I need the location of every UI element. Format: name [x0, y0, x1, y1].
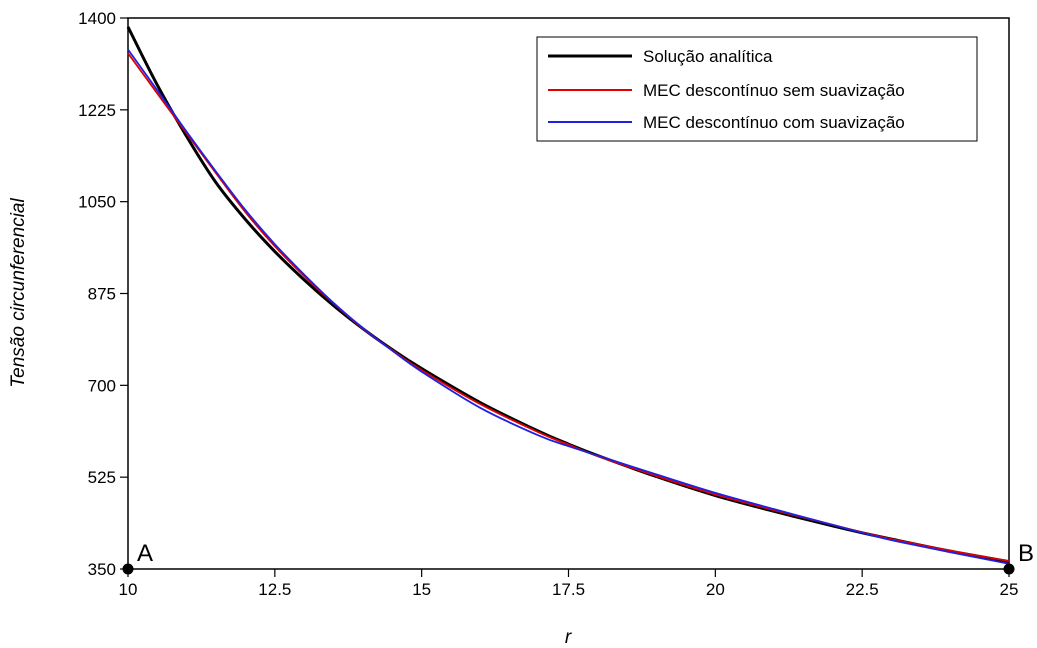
x-tick-label: 10	[119, 580, 138, 599]
y-tick-label: 700	[88, 376, 116, 395]
x-tick-label: 25	[1000, 580, 1019, 599]
y-tick-label: 875	[88, 285, 116, 304]
point-marker-b	[1003, 563, 1015, 575]
x-axis-title: r	[565, 627, 572, 648]
series-line-com-suavizacao	[127, 48, 1010, 565]
y-tick-label: 350	[88, 560, 116, 579]
x-axis-ticks: 10 12.5 15 17.5 20 22.5 25	[119, 569, 1019, 599]
y-tick-label: 525	[88, 468, 116, 487]
point-label-b: B	[1018, 540, 1034, 567]
y-tick-label: 1225	[78, 101, 116, 120]
x-tick-label: 15	[412, 580, 431, 599]
legend: Solução analítica MEC descontínuo sem su…	[536, 36, 978, 142]
y-axis-title: Tensão circunferencial	[8, 198, 29, 388]
x-tick-label: 17.5	[552, 580, 585, 599]
point-marker-a	[122, 563, 134, 575]
x-tick-label: 12.5	[258, 580, 291, 599]
y-axis-ticks: 350 525 700 875 1050 1225 1400	[78, 9, 128, 579]
y-tick-label: 1050	[78, 193, 116, 212]
legend-label-com-suavizacao: MEC descontínuo com suavização	[643, 113, 905, 132]
legend-label-solucao-analitica: Solução analítica	[643, 47, 773, 66]
x-tick-label: 22.5	[846, 580, 879, 599]
x-tick-label: 20	[706, 580, 725, 599]
y-tick-label: 1400	[78, 9, 116, 28]
series-lines	[126, 26, 1010, 565]
legend-label-sem-suavizacao: MEC descontínuo sem suavização	[643, 81, 905, 100]
point-label-a: A	[137, 540, 153, 567]
